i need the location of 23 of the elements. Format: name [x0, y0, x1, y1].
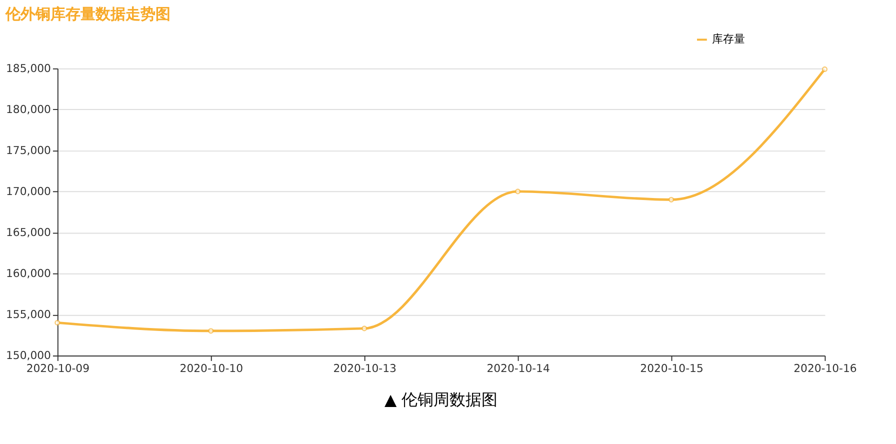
x-tick-label: 2020-10-13 — [333, 362, 397, 375]
point — [514, 188, 521, 194]
y-tick-label: 160,000 — [6, 266, 52, 280]
x-tick-label: 2020-10-15 — [640, 362, 704, 375]
point — [362, 326, 368, 332]
chart-title: 伦外铜库存量数据走势图 — [4, 4, 170, 23]
legend-label: 库存量 — [712, 32, 745, 46]
y-tick-label: 185,000 — [6, 62, 52, 75]
x-tick-label: 2020-10-14 — [486, 362, 550, 375]
x-tick-label: 2020-10-16 — [794, 362, 857, 375]
y-tick-label: 150,000 — [6, 348, 52, 362]
point — [668, 196, 674, 202]
x-tick-label: 2020-10-09 — [26, 362, 90, 375]
y-tick-label: 165,000 — [6, 226, 52, 239]
y-tick-label: 170,000 — [6, 184, 52, 198]
point — [208, 328, 214, 334]
y-tick-label: 180,000 — [6, 102, 52, 116]
text: ▲ 伦铜周数据图 — [384, 390, 498, 410]
point — [54, 320, 60, 326]
point — [822, 66, 828, 72]
y-tick-label: 175,000 — [6, 144, 52, 157]
y-tick-label: 155,000 — [6, 308, 52, 321]
x-tick-label: 2020-10-10 — [180, 362, 244, 375]
